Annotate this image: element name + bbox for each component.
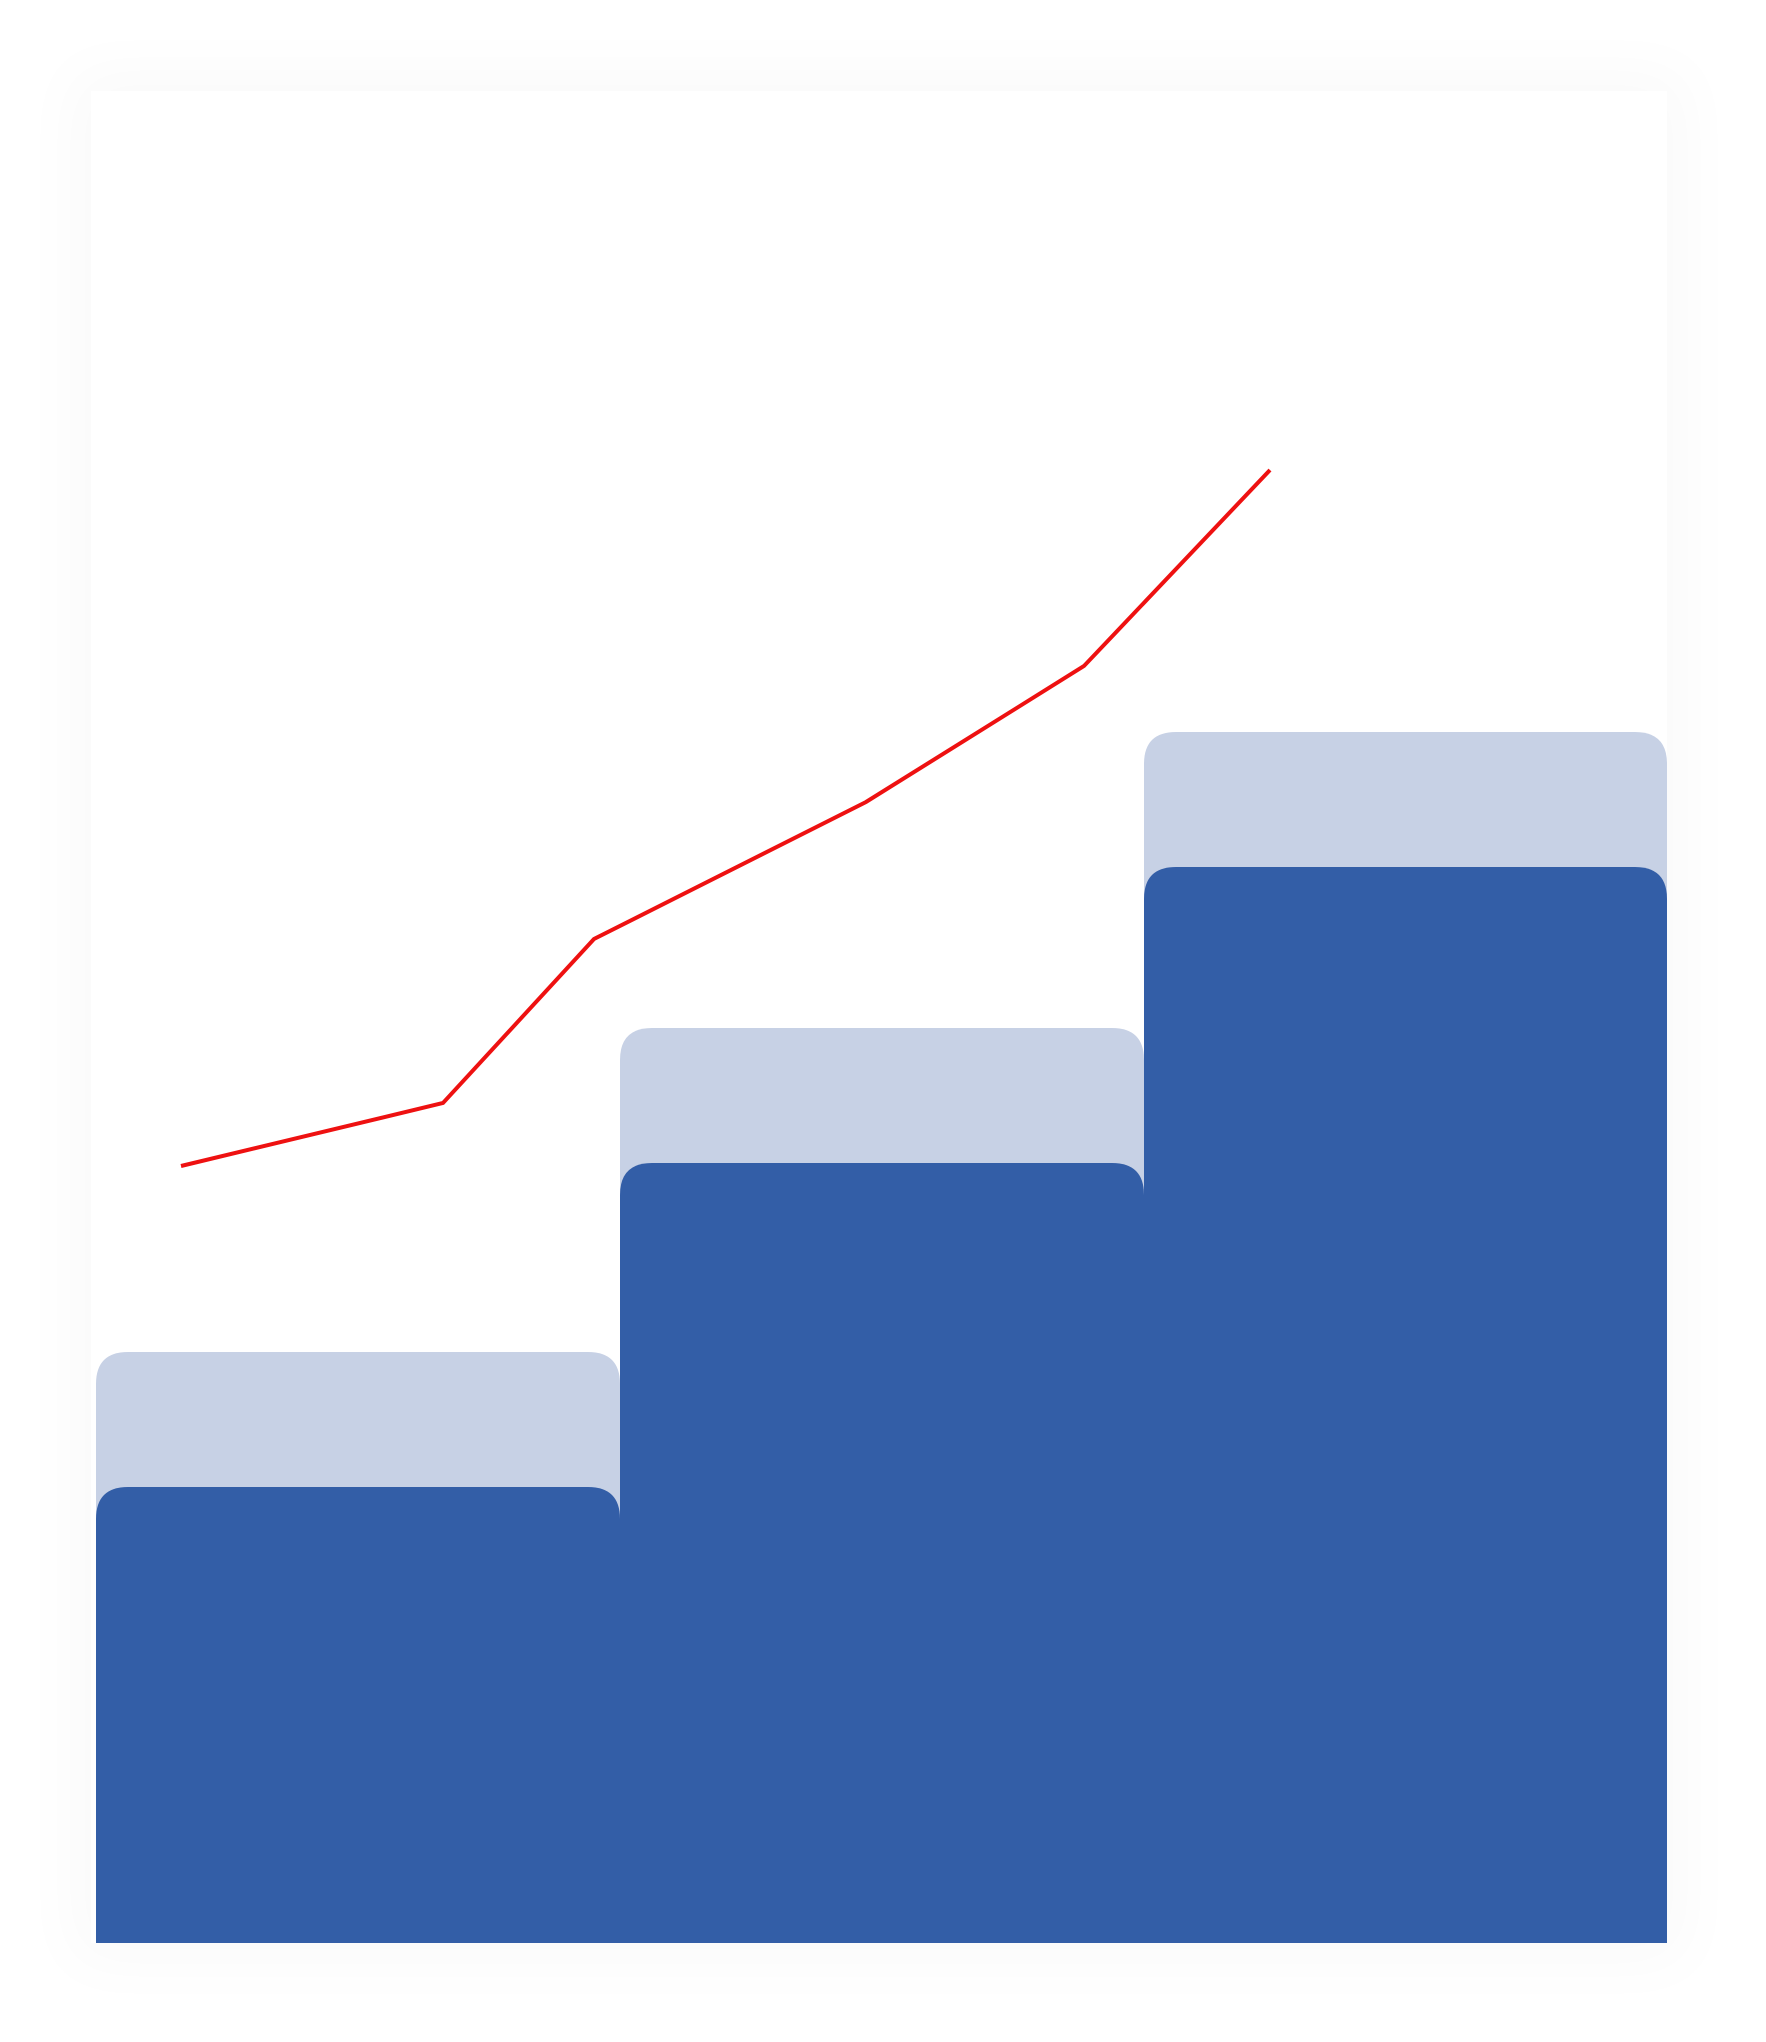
bar-1 — [96, 1487, 620, 1943]
trend-line — [180, 468, 1272, 1168]
bar-3 — [1144, 867, 1667, 1943]
bar-2 — [620, 1163, 1144, 1943]
